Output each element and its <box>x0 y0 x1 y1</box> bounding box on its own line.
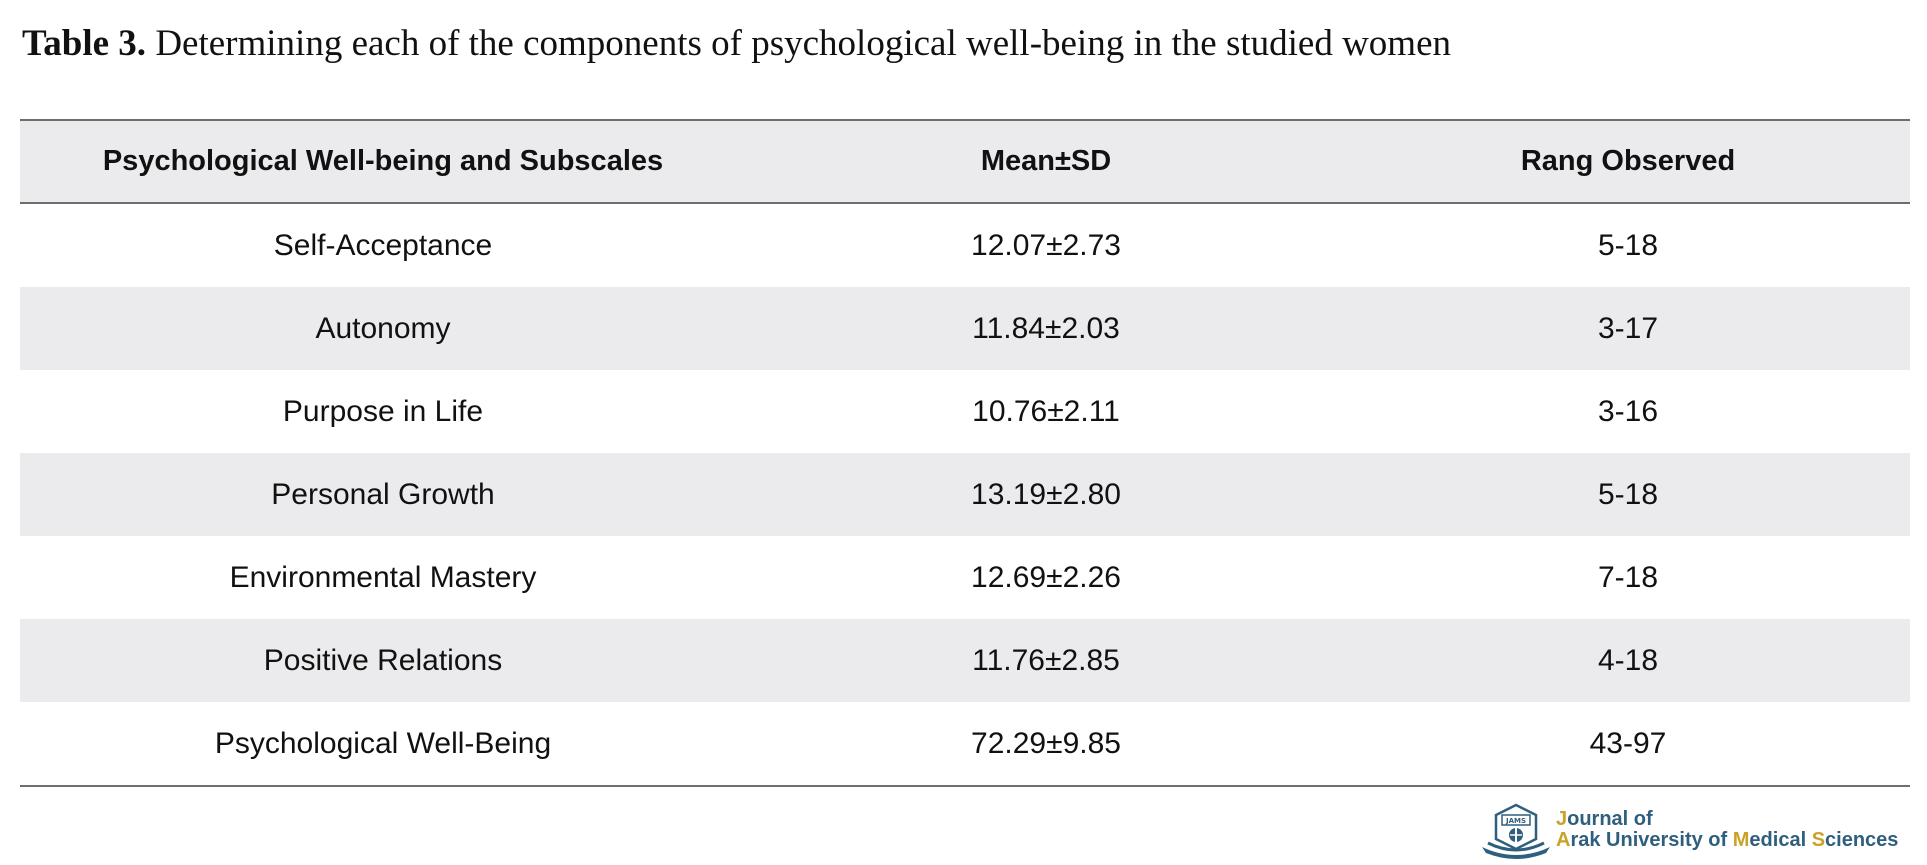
table-row: Purpose in Life 10.76±2.11 3-16 <box>20 370 1910 453</box>
journal-emblem-icon: JAMS <box>1482 803 1550 859</box>
table-row: Autonomy 11.84±2.03 3-17 <box>20 287 1910 370</box>
table-row-total: Psychological Well-Being 72.29±9.85 43-9… <box>20 702 1910 787</box>
row-range-cell: 5-18 <box>1597 228 1659 262</box>
journal-logo-text: Journal of Arak University of Medical Sc… <box>1556 809 1898 851</box>
wellbeing-table: Psychological Well-being and Subscales M… <box>20 119 1910 787</box>
row-subscale-cell: Purpose in Life <box>282 394 484 428</box>
table-caption-text: Determining each of the components of ps… <box>155 23 1451 64</box>
row-subscale-cell: Self-Acceptance <box>273 228 493 262</box>
row-mean-sd-cell: 11.84±2.03 <box>972 311 1120 345</box>
row-mean-sd-cell: 72.29±9.85 <box>746 702 1346 787</box>
row-range-cell: 5-18 <box>1597 477 1659 511</box>
table-row: Personal Growth 13.19±2.80 5-18 <box>20 453 1910 536</box>
table-caption: Table 3. Determining each of the compone… <box>22 22 1451 65</box>
header-subscale: Psychological Well-being and Subscales <box>20 119 746 204</box>
row-range-cell: 3-17 <box>1597 311 1659 345</box>
logo-segment: A <box>1556 829 1571 851</box>
row-range-cell: 4-18 <box>1597 643 1659 677</box>
row-mean-sd-cell: 13.19±2.80 <box>971 477 1121 511</box>
table-row: Positive Relations 11.76±2.85 4-18 <box>20 619 1910 702</box>
row-subscale-cell: Environmental Mastery <box>229 560 537 594</box>
logo-line1-rest: ournal of <box>1567 808 1653 830</box>
header-range-observed: Rang Observed <box>1346 119 1910 204</box>
row-mean-sd-cell: 12.07±2.73 <box>971 228 1121 262</box>
logo-segment: rak University of <box>1570 829 1733 851</box>
logo-segment: S <box>1811 829 1826 851</box>
row-range-cell: 43-97 <box>1346 702 1910 787</box>
journal-logo-line2: Arak University of Medical Sciences <box>1556 830 1898 851</box>
row-subscale-cell: Personal Growth <box>271 477 495 511</box>
logo-segment: M <box>1732 829 1750 851</box>
row-mean-sd-cell: 10.76±2.11 <box>972 394 1120 428</box>
row-mean-sd-cell: 12.69±2.26 <box>971 560 1121 594</box>
row-range-cell: 3-16 <box>1597 394 1659 428</box>
logo-segment: edical <box>1749 829 1812 851</box>
journal-logo-line1: Journal of <box>1556 809 1898 830</box>
logo-segment: ciences <box>1825 829 1899 851</box>
logo-initial-j: J <box>1556 808 1568 830</box>
table-header-row: Psychological Well-being and Subscales M… <box>20 119 1910 204</box>
journal-logo: JAMS Journal of Arak University of Medic… <box>1478 803 1918 861</box>
table-caption-label: Table 3. <box>22 23 147 64</box>
emblem-text: JAMS <box>1505 817 1526 825</box>
row-subscale-cell: Positive Relations <box>263 643 503 677</box>
table-row: Self-Acceptance 12.07±2.73 5-18 <box>20 203 1910 287</box>
row-subscale-cell: Autonomy <box>315 311 451 345</box>
row-range-cell: 7-18 <box>1597 560 1659 594</box>
table-row: Environmental Mastery 12.69±2.26 7-18 <box>20 536 1910 619</box>
row-subscale-cell: Psychological Well-Being <box>20 702 746 787</box>
row-mean-sd-cell: 11.76±2.85 <box>972 643 1120 677</box>
header-mean-sd: Mean±SD <box>746 119 1346 204</box>
